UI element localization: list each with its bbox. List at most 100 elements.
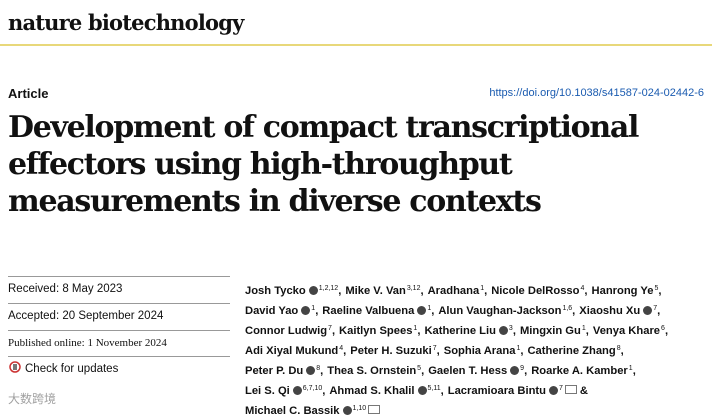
author-name: Aradhana [427,285,480,297]
author-name: Katherine Liu [424,325,496,337]
separator: , [331,325,336,337]
separator: , [658,285,662,297]
author-name: Adi Xiyal Mukund [245,345,339,357]
author-line: Adi Xiyal Mukund4, Peter H. Suzuki7, Sophi… [245,340,672,360]
author-line: Connor Ludwig7, Kaitlyn Spees1, Katherine … [245,320,672,340]
icon-ring [9,361,21,373]
orcid-icon[interactable] [292,386,302,395]
separator: , [420,285,424,297]
author-name: Mingxin Gu [519,325,581,337]
title-line: Development of compact transcriptional [8,110,639,145]
affiliation: 1,2,12 [318,285,339,292]
affiliation: 1 [413,325,418,332]
affiliation: 8 [616,345,621,352]
separator: , [632,365,636,377]
affiliation: 6 [661,325,665,332]
orcid-icon[interactable] [417,306,427,315]
author-name: Mike V. Van [345,285,406,297]
affiliation: 1,6 [562,305,573,312]
affiliation: 4 [580,285,585,292]
title-line: effectors using high-throughput [8,147,513,182]
orcid-icon[interactable] [306,366,316,375]
separator: , [524,365,528,377]
orcid-icon[interactable] [342,406,352,415]
author-line: David Yao 1, Raeline Valbuena 1, Alun Vaugha… [245,300,672,320]
affiliation: 1 [311,305,316,312]
affiliation: 7 [432,345,437,352]
accepted-date: Accepted: 20 September 2024 [8,303,230,322]
author-line: Peter P. Du 8, Thea S. Ornstein5, Gaelen T.… [245,360,672,380]
separator: , [440,385,444,397]
orcid-icon[interactable] [548,386,558,395]
affiliation: 7 [328,325,332,332]
separator: , [584,285,588,297]
author-name: Peter H. Suzuki [350,345,432,357]
doi-link[interactable]: https://doi.org/10.1038/s41587-024-02442… [489,87,704,99]
separator: , [436,345,440,357]
received-date: Received: 8 May 2023 [8,276,230,295]
author-name: Ahmad S. Khalil [329,385,415,397]
email-icon[interactable] [564,385,577,394]
affiliation: 5 [654,285,659,292]
email-icon[interactable] [368,405,381,414]
orcid-icon[interactable] [417,386,427,395]
affiliation: 5,11 [427,385,441,392]
author-name: Nicole DelRosso [491,285,580,297]
orcid-icon[interactable] [643,306,653,315]
affiliation: 3,12 [406,285,421,292]
separator: , [572,305,576,317]
author-name: David Yao [245,305,299,317]
orcid-icon[interactable] [498,326,508,335]
author-list: Josh Tycko 1,2,12, Mike V. Van3,12, Aradhan… [245,280,672,420]
author-name: Catherine Zhang [527,345,616,357]
separator: , [512,325,516,337]
separator: , [421,365,425,377]
published-date: Published online: 1 November 2024 [8,330,230,349]
icon-bar [13,364,17,370]
separator: , [417,325,421,337]
author-line: Michael C. Bassik 1,10 [245,400,672,420]
separator: & [579,385,588,397]
orcid-icon[interactable] [308,286,318,295]
journal-name: nature biotechnology [8,10,244,35]
affiliation: 5 [417,365,422,372]
separator: , [343,345,347,357]
author-name: Hanrong Ye [591,285,654,297]
header-rule [0,44,712,46]
author-name: Lei S. Qi [245,385,290,397]
affiliation: 7 [653,305,658,312]
check-icon [9,361,21,373]
separator: , [620,345,624,357]
separator: , [664,325,669,337]
author-name: Xiaoshu Xu [579,305,641,317]
article-type: Article [8,86,49,101]
author-name: Lacramioara Bintu [447,385,546,397]
author-name: Peter P. Du [245,365,304,377]
affiliation: 1 [427,305,432,312]
author-name: Venya Khare [592,325,661,337]
affiliation: 3 [508,325,513,332]
affiliation: 1,10 [352,405,367,412]
affiliation: 1 [581,325,586,332]
affiliation: 9 [520,365,525,372]
orcid-icon[interactable] [301,306,311,315]
separator: , [315,305,319,317]
affiliation: 7 [558,385,563,392]
separator: , [585,325,589,337]
author-name: Roarke A. Kamber [531,365,628,377]
affiliation: 6,7,10 [302,385,323,392]
author-name: Connor Ludwig [245,325,328,337]
separator: , [520,345,524,357]
author-line: Josh Tycko 1,2,12, Mike V. Van3,12, Aradhan… [245,280,672,300]
author-name: Gaelen T. Hess [428,365,508,377]
author-name: Josh Tycko [245,285,306,297]
separator: , [431,305,435,317]
author-name: Michael C. Bassik [245,405,340,417]
author-name: Kaitlyn Spees [339,325,413,337]
author-name: Thea S. Ornstein [327,365,417,377]
check-updates[interactable]: Check for updates [8,356,230,375]
author-line: Lei S. Qi 6,7,10, Ahmad S. Khalil 5,11, Lacr… [245,380,672,400]
orcid-icon[interactable] [510,366,520,375]
affiliation: 1 [480,285,485,292]
